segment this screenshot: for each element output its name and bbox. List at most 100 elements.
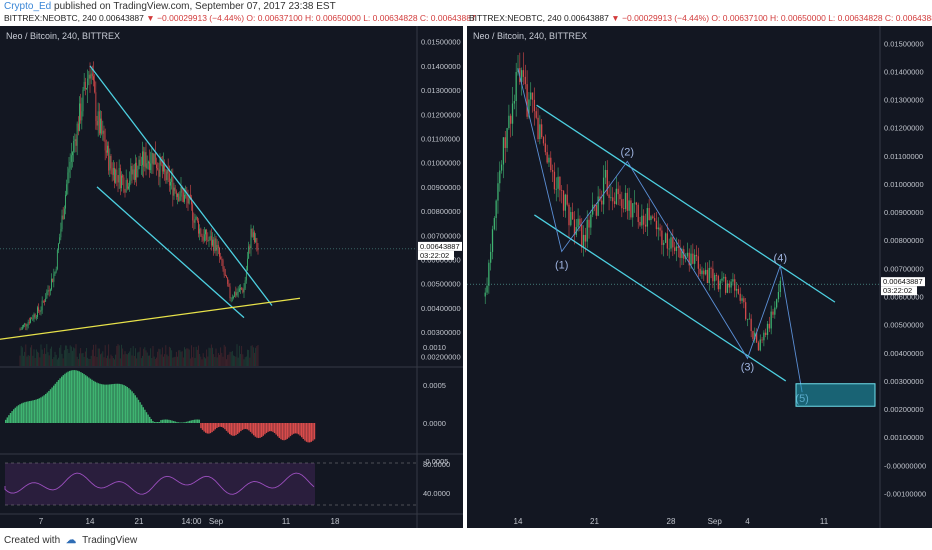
volume-bar [207, 356, 209, 366]
osc-bar-negative [203, 423, 205, 432]
wave-label: (1) [555, 259, 568, 271]
volume-bar [236, 344, 238, 366]
tradingview-brand[interactable]: TradingView [82, 535, 138, 546]
osc-bar-negative [254, 423, 256, 437]
osc-bar-negative [310, 423, 312, 442]
candle-body [107, 145, 108, 153]
osc-bar-positive [33, 400, 36, 423]
countdown-box [881, 286, 917, 296]
osc-bar-positive [136, 397, 138, 423]
candle-body [75, 139, 77, 146]
candle-body [65, 194, 66, 209]
chart-title: Neo / Bitcoin, 240, BITTREX [6, 31, 120, 41]
osc-bar-positive [51, 387, 53, 423]
osc-bar-positive [187, 421, 189, 423]
osc-bar-negative [256, 423, 258, 438]
volume-bar [185, 349, 187, 366]
candle-body [739, 293, 741, 301]
volume-bar [191, 345, 192, 366]
candle-body [726, 283, 729, 293]
volume-bar [179, 350, 181, 366]
candle-body [68, 168, 70, 173]
candle-body [714, 275, 716, 282]
candle-body [692, 253, 694, 264]
candle-body [40, 310, 42, 312]
volume-bar [48, 355, 50, 366]
candle-body [125, 180, 127, 192]
candle-body [87, 78, 89, 89]
volume-bar [27, 355, 29, 366]
candle-body [663, 242, 665, 245]
osc-bar-positive [65, 372, 68, 423]
osc-bar-positive [81, 373, 84, 423]
open-value: O: 0.00637100 [246, 13, 303, 23]
candle-body [209, 236, 211, 240]
tradingview-logo-icon[interactable]: ☁ [66, 535, 77, 546]
candle-body [562, 190, 565, 211]
volume-bar [209, 348, 211, 366]
osc-bar-positive [77, 370, 79, 423]
volume-bar [51, 346, 52, 366]
osc-bar-negative [293, 423, 295, 434]
volume-bar [34, 358, 36, 366]
time-tick-label: 21 [135, 517, 144, 526]
price-tick-label: 0.01100000 [421, 134, 460, 143]
volume-bar [62, 358, 64, 366]
price-tick-label: 0.01300000 [884, 96, 924, 105]
volume-bar [220, 347, 222, 366]
osc-bar-negative [265, 423, 268, 433]
candle-body [555, 188, 557, 190]
volume-bar [124, 351, 126, 366]
candle-body [655, 220, 658, 230]
volume-bar [112, 357, 114, 366]
volume-bar [147, 355, 149, 366]
candle-body [539, 124, 541, 140]
right-chart-panel[interactable]: Neo / Bitcoin, 240, BITTREX 0.01500000 0.0… [467, 26, 932, 528]
volume-bar [68, 352, 70, 366]
candle-body [495, 200, 497, 219]
low-value: L: 0.00634828 [363, 13, 418, 23]
osc-bar-positive [139, 402, 141, 423]
volume-bar [109, 358, 111, 366]
rsi-tick-label: 80.0000 [423, 460, 450, 469]
candle-body [198, 220, 199, 234]
candle-body [628, 200, 630, 211]
candle-body [130, 166, 132, 181]
price-tick-label: -0.00000000 [884, 461, 926, 470]
osc-bar-positive [197, 419, 199, 423]
left-chart-svg[interactable]: Neo / Bitcoin, 240, BITTREX 0.01500000 0.0… [0, 26, 463, 528]
osc-bar-negative [267, 423, 269, 432]
osc-bar-positive [13, 409, 15, 423]
price-tick-label: 0.00800000 [421, 207, 461, 216]
osc-bar-negative [240, 423, 242, 432]
candle-body [228, 283, 230, 287]
price-tick-label: 0.00200000 [421, 352, 461, 361]
candle-body [674, 247, 676, 251]
candle-body [108, 145, 110, 171]
candle-body [81, 111, 83, 121]
candle-body [708, 267, 710, 284]
osc-bar-negative [302, 423, 304, 439]
author-link[interactable]: Crypto_Ed [4, 1, 52, 12]
right-chart-svg[interactable]: Neo / Bitcoin, 240, BITTREX 0.01500000 0.0… [467, 26, 932, 528]
candle-body [121, 175, 122, 189]
osc-bar-positive [21, 403, 23, 423]
volume-bar [157, 351, 159, 366]
volume-bar [257, 344, 259, 366]
osc-bar-negative [246, 423, 248, 430]
volume-bar [206, 349, 208, 366]
volume-bar [245, 356, 247, 366]
price-tick-label: -0.00100000 [884, 489, 926, 498]
candle-body [61, 215, 63, 230]
candle-body [158, 169, 160, 177]
candle-body [249, 246, 251, 249]
osc-bar-negative [208, 423, 210, 434]
osc-bar-negative [289, 423, 292, 437]
left-chart-panel[interactable]: Neo / Bitcoin, 240, BITTREX 0.01500000 0.0… [0, 26, 463, 528]
volume-bar [242, 354, 244, 366]
volume-bar [114, 359, 115, 366]
osc-bar-positive [176, 421, 178, 423]
volume-bar [23, 355, 24, 366]
candle-body [688, 252, 690, 266]
osc-bar-positive [161, 419, 164, 423]
